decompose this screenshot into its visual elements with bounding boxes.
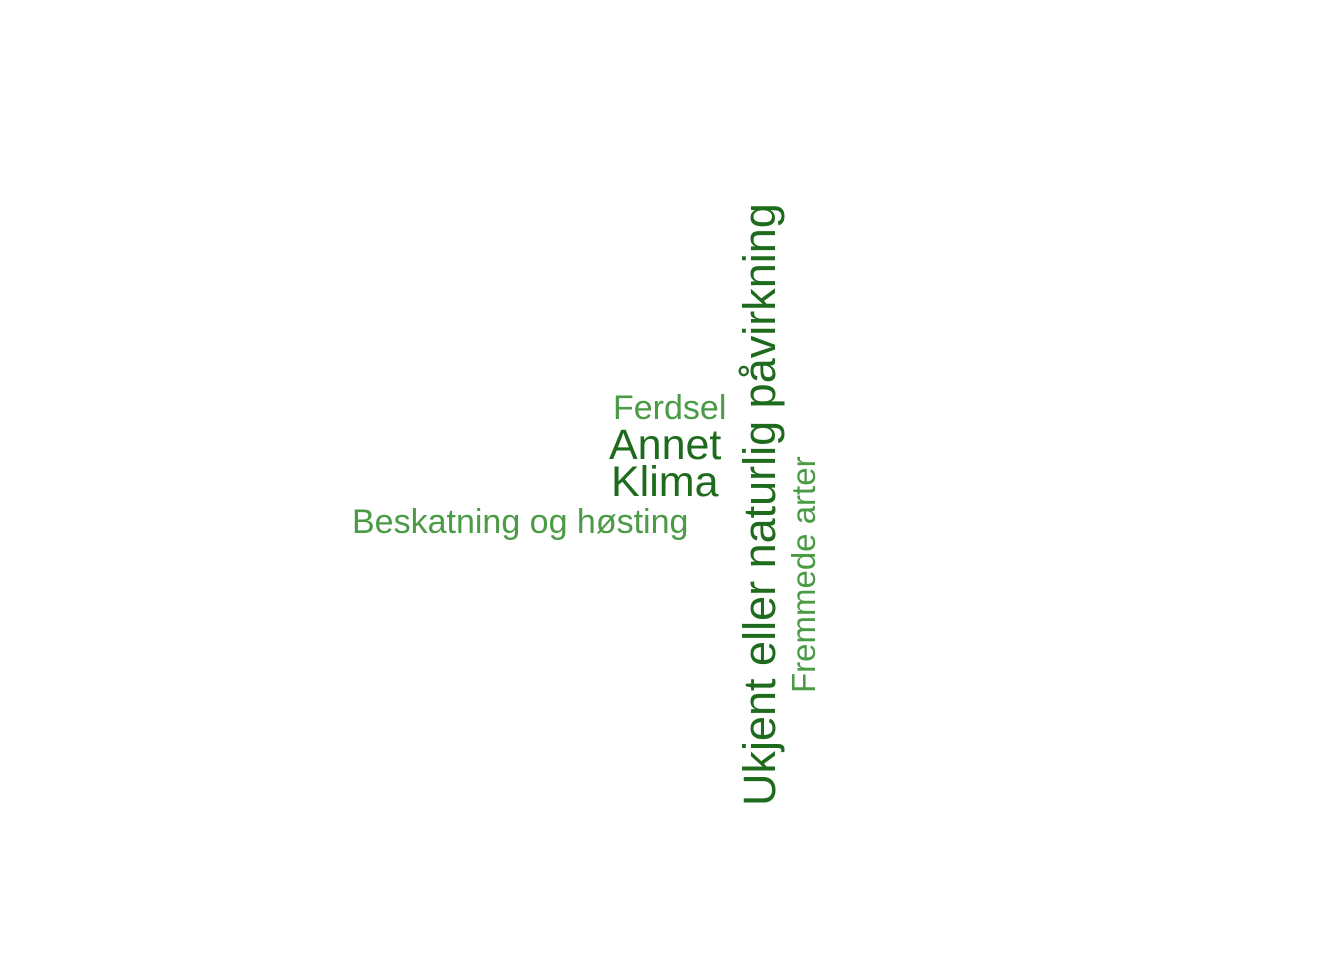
- word-beskatning-og-hosting: Beskatning og høsting: [352, 503, 689, 541]
- word-klima: Klima: [611, 458, 719, 506]
- word-ferdsel: Ferdsel: [613, 389, 727, 427]
- word-ukjent-eller-naturlig-pavirkning: Ukjent eller naturlig påvirkning: [734, 203, 785, 806]
- word-annet: Annet: [609, 421, 722, 469]
- word-fremmede-arter: Fremmede arter: [785, 456, 822, 693]
